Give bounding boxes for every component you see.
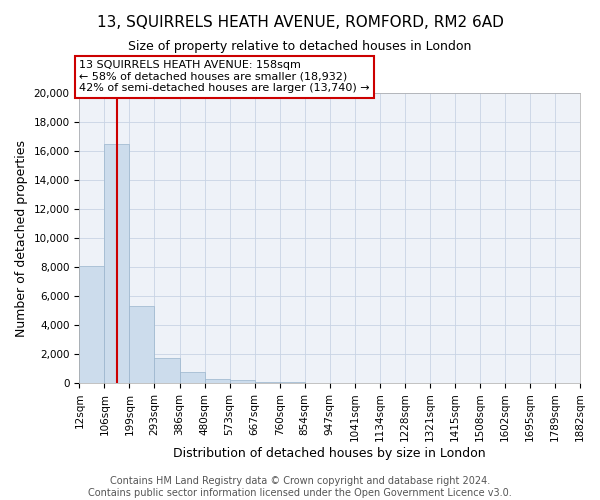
Bar — [154, 358, 179, 383]
Bar — [104, 144, 130, 383]
Text: Size of property relative to detached houses in London: Size of property relative to detached ho… — [128, 40, 472, 53]
Text: 13 SQUIRRELS HEATH AVENUE: 158sqm
← 58% of detached houses are smaller (18,932)
: 13 SQUIRRELS HEATH AVENUE: 158sqm ← 58% … — [79, 60, 370, 93]
Bar — [205, 380, 230, 383]
Bar — [280, 382, 305, 383]
Bar — [79, 266, 104, 383]
Bar — [230, 380, 254, 383]
Bar — [254, 382, 280, 383]
Text: 13, SQUIRRELS HEATH AVENUE, ROMFORD, RM2 6AD: 13, SQUIRRELS HEATH AVENUE, ROMFORD, RM2… — [97, 15, 503, 30]
Bar — [130, 306, 154, 383]
Bar — [179, 372, 205, 383]
Y-axis label: Number of detached properties: Number of detached properties — [15, 140, 28, 336]
Text: Contains HM Land Registry data © Crown copyright and database right 2024.
Contai: Contains HM Land Registry data © Crown c… — [88, 476, 512, 498]
X-axis label: Distribution of detached houses by size in London: Distribution of detached houses by size … — [173, 447, 486, 460]
